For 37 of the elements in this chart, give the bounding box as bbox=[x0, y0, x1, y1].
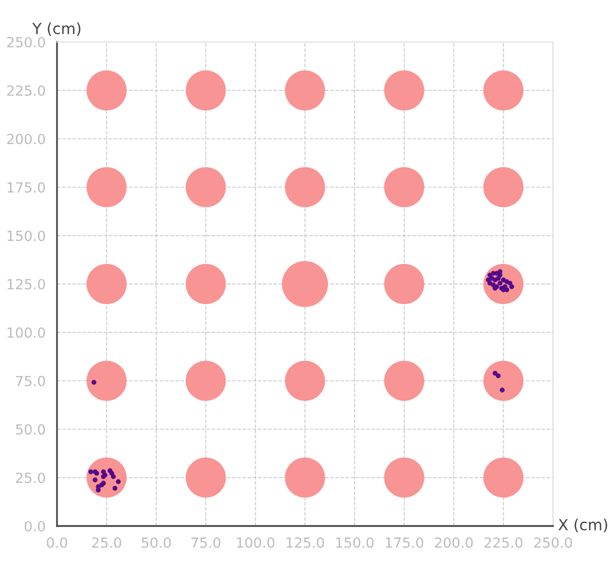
x-tick-label: 125.0 bbox=[286, 537, 324, 548]
point bbox=[498, 272, 502, 278]
x-tick-label: 0.0 bbox=[46, 537, 68, 548]
y-tick-label: 225.0 bbox=[7, 85, 45, 96]
point bbox=[88, 469, 94, 474]
point bbox=[496, 373, 501, 378]
point bbox=[110, 474, 116, 480]
y-tick-label: 175.0 bbox=[8, 182, 45, 193]
y-axis-title: Y (cm) bbox=[32, 22, 80, 36]
point bbox=[96, 488, 101, 492]
x-tick-label: 225.0 bbox=[484, 537, 522, 548]
x-tick-label: 250.0 bbox=[534, 537, 572, 548]
y-tick-label: 250.0 bbox=[7, 36, 45, 48]
y-tick-label: 25.0 bbox=[16, 472, 45, 484]
y-tick-label: 0.0 bbox=[24, 520, 45, 532]
x-tick-label: 200.0 bbox=[434, 537, 473, 548]
point bbox=[116, 479, 121, 484]
x-tick-label: 100.0 bbox=[237, 537, 274, 548]
x-tick-label: 150.0 bbox=[336, 537, 374, 548]
point bbox=[91, 380, 96, 385]
point bbox=[509, 284, 514, 290]
point bbox=[112, 486, 118, 491]
x-tick-label: 75.0 bbox=[191, 537, 220, 548]
point bbox=[498, 280, 502, 286]
x-tick-label: 175.0 bbox=[386, 537, 424, 548]
x-axis-title: X (cm) bbox=[558, 518, 608, 532]
y-tick-label: 150.0 bbox=[8, 230, 45, 242]
y-tick-label: 125.0 bbox=[8, 278, 45, 290]
x-tick-label: 50.0 bbox=[142, 537, 171, 548]
point bbox=[508, 280, 512, 286]
y-tick-label: 75.0 bbox=[16, 376, 45, 386]
y-tick-label: 200.0 bbox=[7, 134, 45, 144]
point bbox=[92, 478, 98, 482]
x-tick-label: 25.0 bbox=[92, 537, 122, 548]
y-tick-label: 50.0 bbox=[16, 424, 45, 435]
y-tick-label: 100.0 bbox=[8, 327, 45, 338]
point bbox=[500, 388, 505, 392]
